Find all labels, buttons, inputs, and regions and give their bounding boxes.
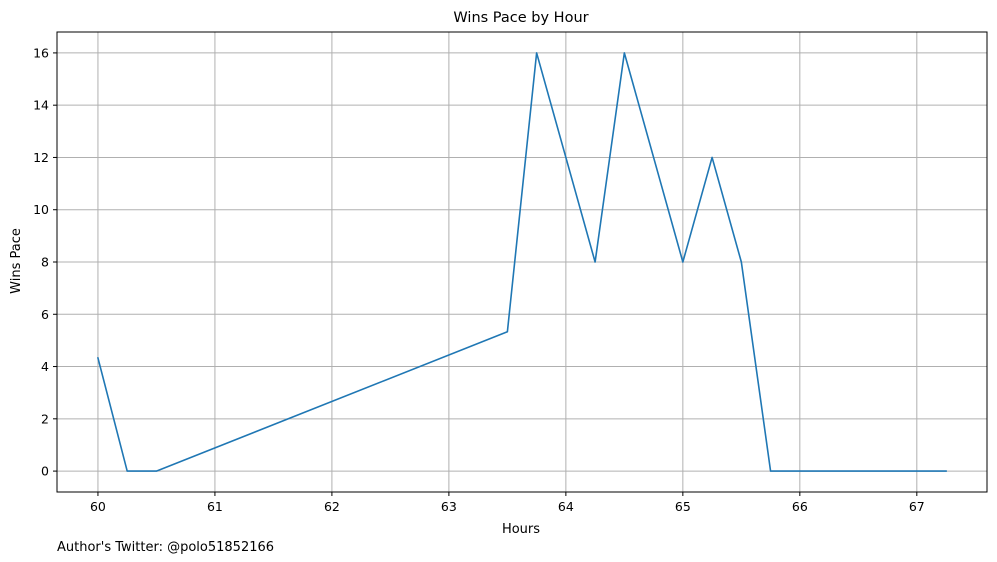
x-axis-label: Hours [502,522,540,537]
x-tick-label: 67 [909,499,925,514]
y-tick-label: 14 [33,98,49,113]
x-tick-label: 64 [558,499,574,514]
y-axis-label: Wins Pace [9,228,24,294]
author-footnote: Author's Twitter: @polo51852166 [57,540,274,555]
x-tick-label: 60 [90,499,106,514]
y-tick-label: 4 [41,359,49,374]
y-tick-label: 0 [41,464,49,479]
y-tick-label: 16 [33,45,49,60]
y-tick-label: 12 [33,150,49,165]
x-tick-label: 62 [324,499,340,514]
y-tick-label: 8 [41,255,49,270]
x-tick-label: 63 [441,499,457,514]
y-tick-label: 6 [41,307,49,322]
y-tick-label: 10 [33,202,49,217]
series-line-0 [96,52,947,472]
series-layer [96,52,947,472]
y-tick-label: 2 [41,411,49,426]
x-tick-label: 65 [675,499,691,514]
x-axis-ticks: 60 61 62 63 64 65 66 67 [90,492,925,514]
grid-lines [57,32,987,492]
x-tick-label: 61 [207,499,223,514]
chart-title: Wins Pace by Hour [453,10,588,26]
x-tick-label: 66 [792,499,808,514]
y-axis-ticks: 0 2 4 6 8 10 12 14 16 [33,45,57,479]
